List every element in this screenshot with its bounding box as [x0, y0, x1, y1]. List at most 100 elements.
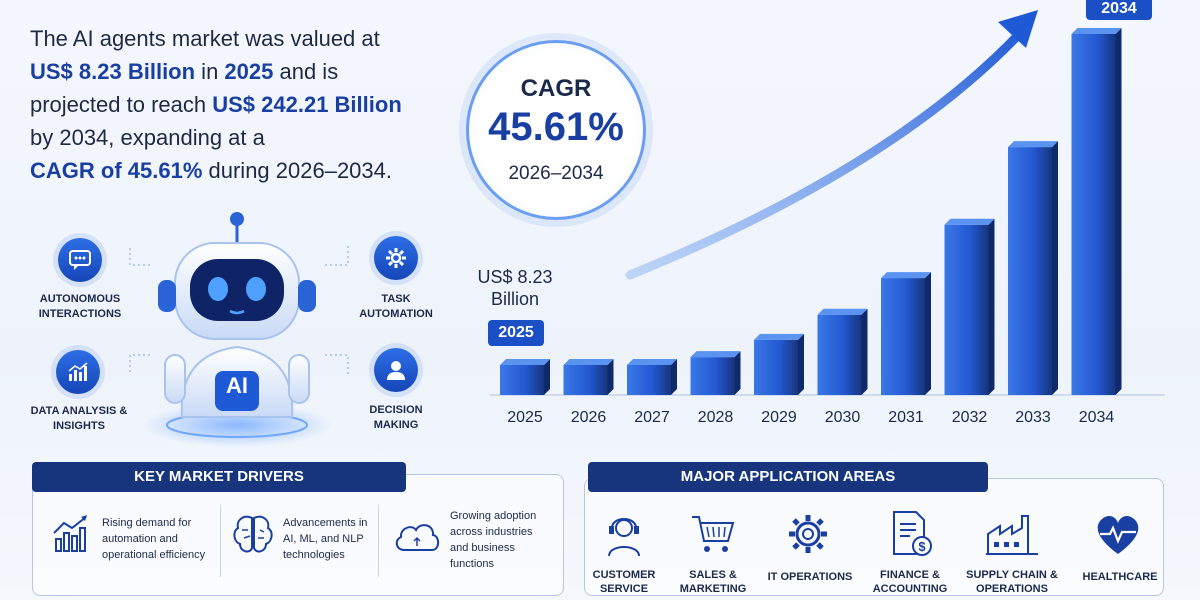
cloud-icon [392, 518, 442, 559]
driver-text: Rising demand for automation and operati… [102, 515, 218, 563]
driver-text-line: Growing adoption [450, 510, 537, 522]
app-label-line: HEALTHCARE [1082, 571, 1158, 583]
bar-side [1052, 141, 1058, 395]
bar-side [988, 218, 995, 395]
driver-text-line: functions [450, 558, 495, 570]
app-label: SALES & MARKETING [673, 568, 753, 596]
chat-icon [58, 238, 102, 282]
bar-side [798, 333, 804, 395]
bar-body [1071, 34, 1116, 395]
bar [1071, 28, 1122, 395]
app-label-line: IT OPERATIONS [767, 571, 853, 583]
app-label: IT OPERATIONS [762, 570, 858, 584]
driver-text-line: Rising demand for [102, 517, 192, 529]
bar-body [817, 314, 862, 395]
intro-line-5: CAGR of 45.61% during 2026–2034. [30, 154, 450, 187]
cart-icon [690, 513, 736, 560]
driver-text-line: automation and [102, 533, 178, 545]
feature-label-line: DATA ANALYSIS & [30, 405, 128, 417]
cagr-period: 2026–2034 [508, 163, 604, 184]
app-label-line: SUPPLY CHAIN & [966, 569, 1058, 581]
bar-side [861, 308, 868, 395]
intro-text: during 2026–2034. [202, 158, 393, 183]
bar-top [500, 359, 550, 365]
app-label: SUPPLY CHAIN & OPERATIONS [962, 568, 1062, 596]
brain-icon [230, 512, 276, 561]
feature-label: TASK AUTOMATION [340, 292, 452, 322]
feature-label-line: AUTONOMOUS [39, 293, 121, 305]
bar-chart-icon [56, 350, 100, 394]
feature-label: AUTONOMOUS INTERACTIONS [20, 292, 140, 322]
x-tick-label: 2031 [888, 409, 924, 426]
x-tick-label: 2025 [507, 409, 543, 426]
bar-side [544, 359, 550, 395]
intro-line-4: by 2034, expanding at a [30, 125, 265, 150]
gear-icon [786, 512, 830, 561]
feature-label-line: AUTOMATION [359, 308, 433, 320]
bar-body [627, 365, 671, 395]
start-value-highlight: US$ 8.23 Billion [30, 59, 196, 84]
app-label-line: MARKETING [679, 583, 747, 595]
driver-text: Growing adoption across industries and b… [450, 508, 558, 572]
bar-top [627, 359, 677, 365]
feature-label: DECISION MAKING [346, 403, 446, 433]
driver-text-line: and business [450, 542, 515, 554]
bar-top [1071, 28, 1122, 34]
app-label: CUSTOMER SERVICE [584, 568, 664, 596]
start-value-callout: US$ 8.23 Billion [470, 266, 560, 310]
major-application-areas-header: MAJOR APPLICATION AREAS [588, 462, 988, 492]
x-tick-label: 2032 [952, 409, 988, 426]
bar-body [563, 365, 608, 395]
bar-body [881, 278, 925, 395]
bar [690, 351, 741, 395]
driver-text: Advancements in AI, ML, and NLP technolo… [283, 515, 379, 563]
gear-icon [374, 236, 418, 280]
bar-top [944, 218, 995, 225]
bar-side [1115, 28, 1122, 395]
cagr-title: CAGR [520, 75, 592, 102]
bar-top [563, 359, 614, 365]
driver-text-line: Advancements in [283, 517, 368, 529]
robot-ai-chip: AI [226, 373, 248, 398]
bar-top [754, 333, 804, 340]
x-tick-label: 2030 [825, 409, 861, 426]
feature-label-line: TASK [381, 293, 411, 305]
svg-text:$: $ [918, 539, 926, 554]
bar-body [690, 357, 735, 395]
feature-label-line: INTERACTIONS [38, 308, 122, 320]
headset-icon [604, 512, 644, 563]
cagr-circle: CAGR 45.61% 2026–2034 [466, 40, 646, 220]
intro-text: in [195, 59, 225, 84]
bar [881, 272, 931, 395]
feature-decision-making [374, 348, 418, 392]
x-tick-label: 2026 [571, 409, 607, 426]
bar-side [925, 272, 931, 395]
heart-pulse-icon [1094, 514, 1142, 561]
feature-label-line: INSIGHTS [53, 420, 105, 432]
bar-body [944, 224, 989, 395]
feature-label: DATA ANALYSIS & INSIGHTS [14, 404, 144, 434]
person-icon [374, 348, 418, 392]
bar-side [671, 359, 677, 395]
app-label-line: ACCOUNTING [872, 583, 948, 595]
bar-top [817, 308, 868, 315]
x-tick-label: 2028 [698, 409, 734, 426]
divider [220, 505, 221, 577]
start-value-line-1: US$ 8.23 [477, 267, 553, 287]
start-value-line-2: Billion [490, 289, 540, 309]
feature-task-automation [374, 236, 418, 280]
x-tick-label: 2034 [1079, 409, 1115, 426]
market-growth-chart: 2025 2026 2027 2028 2029 2030 2031 2032 2033 2034 [490, 10, 1165, 426]
bar [754, 333, 804, 395]
growth-arrow [625, 10, 1038, 280]
bar [817, 308, 868, 395]
app-label: FINANCE & ACCOUNTING [868, 568, 952, 596]
cagr-highlight: CAGR of 45.61% [30, 158, 203, 183]
bar-body [500, 365, 544, 395]
growth-chart-icon [50, 513, 92, 560]
bar-body [1008, 147, 1052, 395]
x-tick-label: 2027 [634, 409, 670, 426]
app-label-line: CUSTOMER [592, 569, 656, 581]
bar [627, 359, 677, 395]
feature-data-analysis [56, 350, 100, 394]
